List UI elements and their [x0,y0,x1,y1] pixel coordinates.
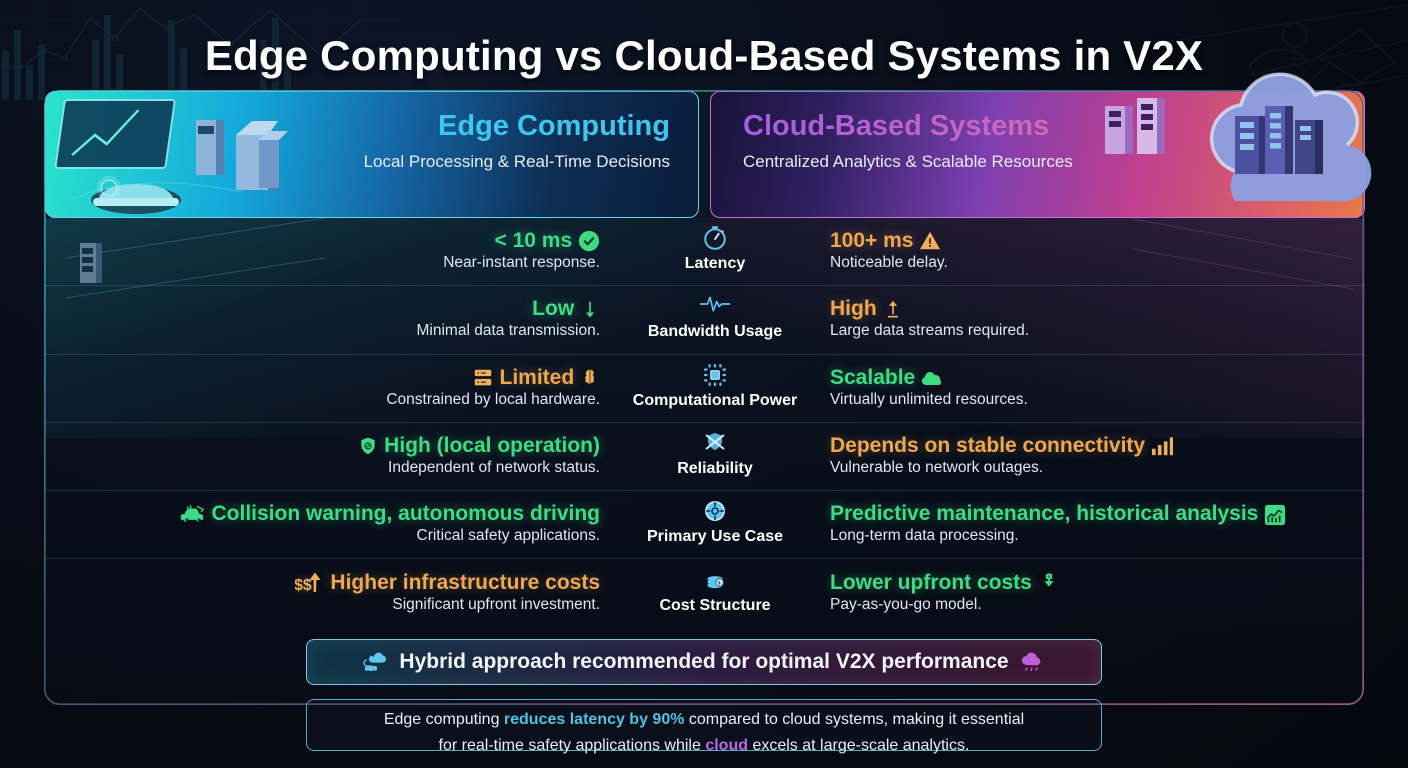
svg-text:S: S [1047,574,1050,579]
svg-text:$$: $$ [295,577,312,594]
